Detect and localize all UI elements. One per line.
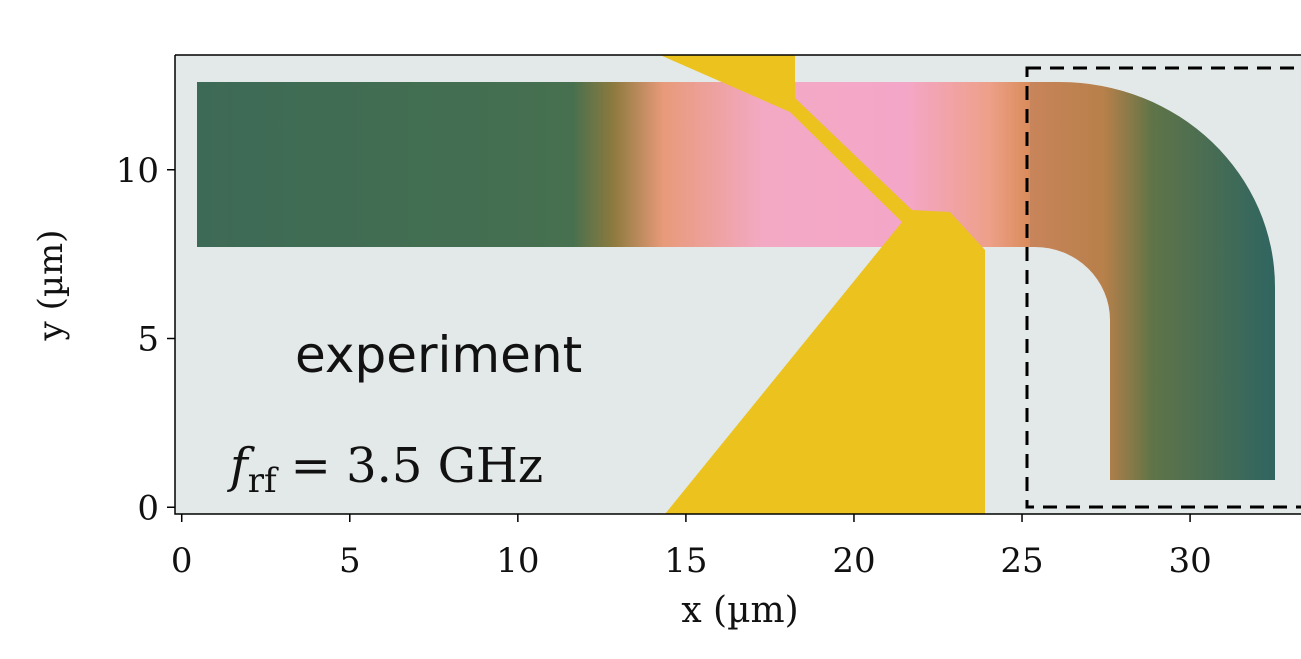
x-tick-label: 5: [339, 541, 361, 581]
x-tick-label: 25: [1000, 541, 1043, 581]
page: experiment frf= 3.5 GHz x (µm) y (µm) 05…: [0, 0, 1301, 659]
x-axis-label: x (µm): [681, 590, 798, 631]
x-tick-label: 10: [496, 541, 539, 581]
y-axis-label: y (µm): [31, 230, 71, 342]
y-tick-label: 5: [137, 320, 159, 360]
x-tick-label: 0: [171, 541, 193, 581]
x-tick-label: 30: [1168, 541, 1211, 581]
annotation-text: = 3.5 GHz: [291, 438, 544, 494]
y-tick-label: 0: [137, 488, 159, 528]
x-tick-label: 15: [664, 541, 707, 581]
subscript: rf: [248, 461, 279, 501]
figure: experiment frf= 3.5 GHz x (µm) y (µm) 05…: [0, 0, 1301, 659]
annotation: experiment: [295, 326, 582, 384]
y-tick-label: 10: [116, 151, 159, 191]
x-tick-label: 20: [832, 541, 875, 581]
